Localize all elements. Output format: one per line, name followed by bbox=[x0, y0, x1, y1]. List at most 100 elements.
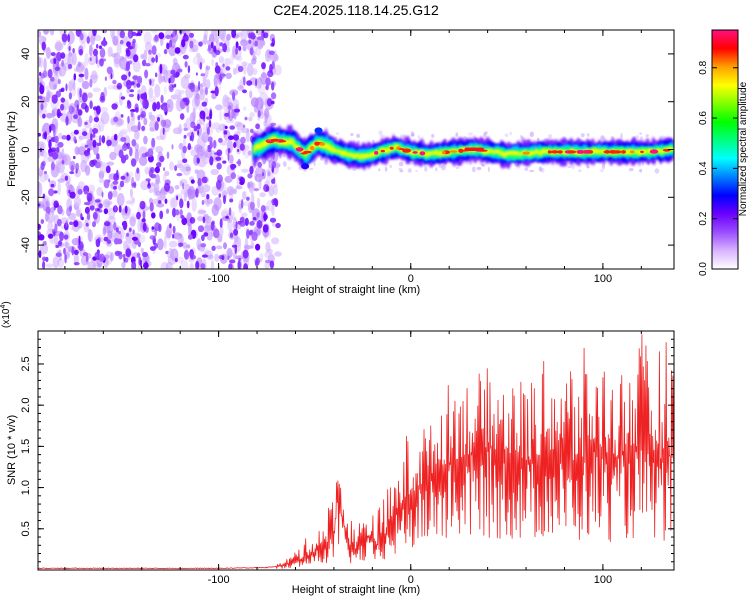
noise-speckle bbox=[142, 99, 146, 109]
noise-speckle bbox=[240, 136, 246, 144]
noise-speckle bbox=[179, 99, 186, 110]
noise-speckle bbox=[224, 125, 228, 129]
noise-speckle bbox=[168, 44, 177, 57]
noise-speckle bbox=[113, 186, 117, 190]
noise-speckle bbox=[140, 93, 147, 100]
noise-speckle bbox=[169, 74, 175, 84]
noise-speckle bbox=[221, 190, 228, 200]
noise-speckle bbox=[148, 114, 156, 121]
noise-speckle bbox=[49, 125, 52, 133]
noise-speckle bbox=[186, 200, 190, 209]
noise-speckle bbox=[56, 146, 60, 153]
noise-speckle bbox=[160, 94, 164, 104]
noise-speckle bbox=[158, 72, 163, 85]
noise-speckle bbox=[57, 218, 62, 227]
noise-speckle bbox=[120, 194, 124, 206]
y-tick-label: 40 bbox=[20, 48, 32, 60]
noise-speckle bbox=[255, 78, 258, 87]
noise-speckle bbox=[163, 235, 167, 250]
noise-speckle bbox=[187, 186, 196, 200]
ridge-hotspot bbox=[398, 148, 405, 151]
noise-speckle bbox=[264, 262, 270, 269]
noise-speckle bbox=[417, 135, 420, 139]
noise-speckle bbox=[210, 30, 218, 37]
noise-speckle bbox=[219, 218, 223, 228]
noise-speckle bbox=[87, 184, 96, 194]
noise-speckle bbox=[76, 104, 79, 112]
noise-speckle bbox=[46, 263, 54, 268]
y-tick-label: 2.0 bbox=[20, 398, 32, 413]
noise-speckle bbox=[151, 226, 155, 230]
noise-speckle bbox=[199, 62, 203, 70]
noise-speckle bbox=[110, 30, 115, 39]
noise-speckle bbox=[229, 198, 234, 203]
noise-speckle bbox=[174, 126, 183, 134]
noise-speckle bbox=[242, 46, 247, 52]
noise-speckle bbox=[174, 47, 181, 54]
spectrogram-y-ticks: -40 -20 0 20 40 bbox=[20, 48, 674, 253]
noise-speckle bbox=[101, 40, 108, 47]
noise-speckle bbox=[548, 134, 553, 139]
noise-speckle bbox=[265, 77, 271, 87]
spectrogram-y-label: Frequency (Hz) bbox=[6, 111, 18, 187]
noise-speckle bbox=[253, 188, 259, 192]
noise-speckle bbox=[259, 192, 266, 198]
noise-speckle bbox=[219, 110, 223, 122]
noise-speckle bbox=[471, 166, 476, 173]
noise-speckle bbox=[98, 135, 102, 145]
noise-speckle bbox=[84, 190, 89, 195]
noise-speckle bbox=[45, 85, 53, 91]
noise-speckle bbox=[255, 47, 261, 56]
noise-speckle bbox=[129, 216, 136, 227]
noise-speckle bbox=[69, 191, 76, 199]
noise-speckle bbox=[246, 80, 253, 86]
noise-speckle bbox=[271, 81, 275, 91]
noise-speckle bbox=[110, 73, 113, 80]
ridge-hotspot bbox=[419, 151, 426, 156]
noise-speckle bbox=[132, 60, 141, 73]
ridge-hotspot bbox=[522, 151, 530, 155]
noise-speckle bbox=[113, 238, 120, 245]
noise-speckle bbox=[487, 166, 490, 173]
noise-speckle bbox=[172, 225, 176, 234]
noise-speckle bbox=[262, 172, 265, 177]
noise-speckle bbox=[84, 201, 91, 206]
noise-speckle bbox=[255, 123, 260, 130]
noise-speckle bbox=[137, 121, 141, 131]
noise-speckle bbox=[210, 90, 216, 94]
noise-speckle bbox=[78, 73, 85, 78]
noise-speckle bbox=[183, 122, 187, 128]
noise-speckle bbox=[121, 144, 128, 152]
ridge-hotspot bbox=[380, 149, 385, 153]
noise-speckle bbox=[398, 167, 403, 170]
noise-speckle bbox=[187, 143, 191, 151]
noise-speckle bbox=[620, 133, 623, 139]
noise-speckle bbox=[62, 154, 71, 166]
noise-speckle bbox=[132, 38, 136, 44]
noise-speckle bbox=[187, 65, 191, 74]
ridge-hotspot bbox=[576, 149, 585, 154]
colorbar-tick-label: 0.4 bbox=[698, 161, 709, 175]
noise-speckle bbox=[213, 228, 220, 239]
noise-speckle bbox=[114, 204, 117, 213]
noise-speckle bbox=[50, 76, 55, 82]
noise-speckle bbox=[124, 205, 128, 214]
noise-speckle bbox=[125, 200, 133, 205]
noise-speckle bbox=[167, 255, 177, 265]
noise-speckle bbox=[190, 179, 195, 184]
noise-speckle bbox=[384, 166, 388, 172]
noise-speckle bbox=[125, 248, 132, 258]
noise-speckle bbox=[68, 92, 72, 100]
noise-speckle bbox=[158, 32, 165, 39]
noise-speckle bbox=[210, 259, 215, 269]
noise-speckle bbox=[149, 202, 154, 212]
ridge-hotspot bbox=[603, 150, 613, 154]
noise-speckle bbox=[107, 179, 111, 183]
noise-speckle bbox=[100, 111, 110, 125]
noise-speckle bbox=[189, 40, 194, 49]
noise-speckle bbox=[227, 105, 232, 110]
x-tick-label: 100 bbox=[594, 574, 612, 586]
noise-speckle bbox=[504, 133, 509, 137]
noise-speckle bbox=[202, 216, 206, 224]
